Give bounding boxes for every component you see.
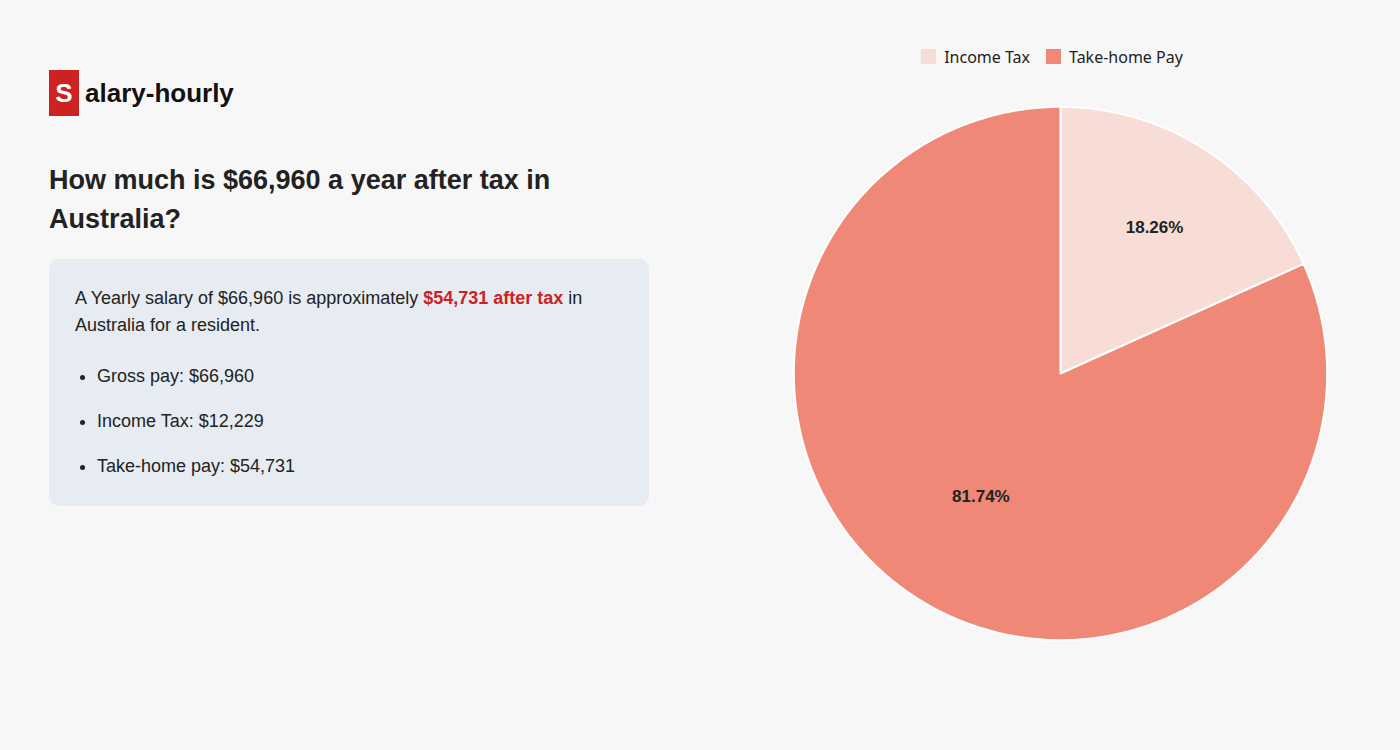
html-text:Income Tax: $12,229: Income Tax: $12,229 [97, 411, 264, 432]
html-text:Income Tax: Income Tax [944, 45, 1030, 68]
html-text:A Yearly salary of $66,960 is: A Yearly salary of $66,960 is approximat… [75, 288, 583, 309]
html-text:How much is $66,960 a year aft: How much is $66,960 a year after tax in … [49, 165, 551, 235]
html-text:Gross pay: $66,960: Gross pay: $66,960 [97, 366, 255, 387]
html-text:Take-home pay: $54,731: Take-home pay: $54,731 [97, 456, 296, 477]
svg-text:81.74%: 81.74% [952, 487, 1010, 506]
html-text:S: S [55, 77, 73, 108]
html-text:alary-hourly: alary-hourly [85, 77, 234, 108]
svg-text:18.26%: 18.26% [1126, 218, 1184, 237]
html-text:Take-home Pay: Take-home Pay [1069, 45, 1183, 68]
html-text:Australia for a resident.: Australia for a resident. [75, 315, 261, 336]
